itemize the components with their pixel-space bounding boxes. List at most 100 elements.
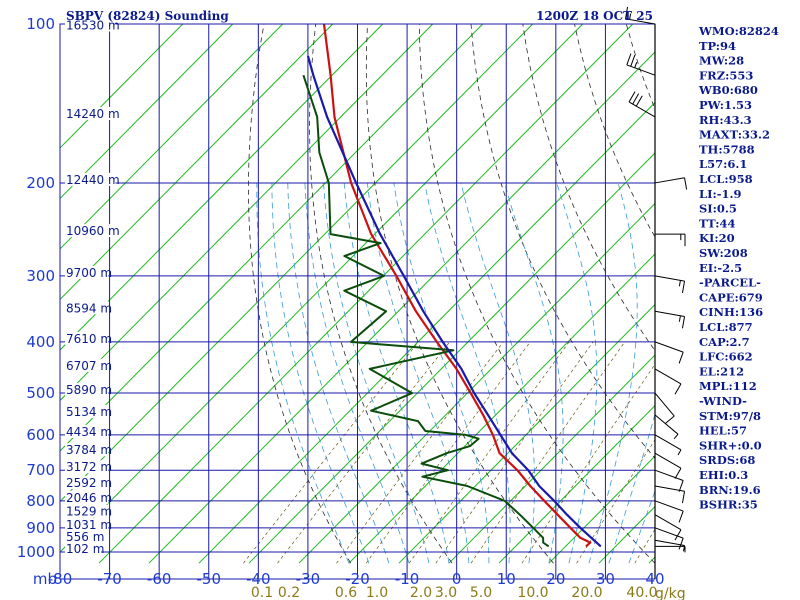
sounding-index: -WIND- xyxy=(699,394,747,408)
height-label-background xyxy=(65,224,116,238)
wind-barb-shaft xyxy=(654,392,675,417)
temperature-tick-label: -60 xyxy=(147,570,172,588)
dewpoint-trace xyxy=(302,74,550,548)
isotherm-line xyxy=(60,24,534,503)
height-label: 556 m xyxy=(66,530,104,544)
height-label: 14240 m xyxy=(66,107,120,121)
sounding-index: TT:44 xyxy=(699,216,736,230)
parcel-trace xyxy=(306,55,602,548)
height-label: 102 m xyxy=(66,542,104,556)
wind-barb-flag xyxy=(632,93,640,105)
wind-barb xyxy=(654,469,684,492)
wind-barb-flag xyxy=(678,315,681,322)
pressure-tick-label: 100 xyxy=(26,15,55,33)
mixing-ratio-line xyxy=(435,341,594,564)
sounding-index: RH:43.3 xyxy=(699,113,752,127)
height-label: 2592 m xyxy=(66,476,112,490)
pressure-tick-label: 1000 xyxy=(17,543,55,561)
sounding-index: TP:94 xyxy=(699,39,736,53)
height-label-background xyxy=(65,18,116,32)
mixing-ratio-line xyxy=(277,341,450,564)
sounding-indices-panel: WMO:82824TP:94MW:28FRZ:553WB0:680PW:1.53… xyxy=(698,24,779,512)
mixing-ratio-line xyxy=(336,341,504,564)
wind-barb-shaft xyxy=(654,539,685,546)
moist-adiabat-line xyxy=(323,182,430,564)
moist-adiabat-line xyxy=(304,182,410,564)
wind-barb xyxy=(654,500,684,523)
moist-adiabat-line xyxy=(343,182,450,564)
wind-barb xyxy=(654,368,682,395)
wind-barb xyxy=(654,177,688,190)
isotherm-line xyxy=(60,24,334,301)
moist-adiabat-line xyxy=(271,182,370,564)
mixing-ratio-label: 0.1 xyxy=(251,585,273,600)
wind-barb-flag xyxy=(634,61,638,68)
wind-barb-flag xyxy=(678,537,684,550)
moist-adiabat-line xyxy=(588,182,638,564)
moist-adiabat-line xyxy=(287,182,390,564)
mixing-ratio-label: 10.0 xyxy=(517,585,548,600)
height-label: 3172 m xyxy=(66,460,112,474)
pressure-tick-label: 800 xyxy=(26,492,55,510)
moist-adiabat-line xyxy=(256,182,350,564)
height-label: 6707 m xyxy=(66,359,112,373)
isotherm-line xyxy=(298,202,655,564)
pressure-tick-label: 900 xyxy=(26,519,55,537)
wind-barb xyxy=(654,434,682,456)
temperature-tick-label: -80 xyxy=(48,570,73,588)
wind-barb xyxy=(628,91,656,118)
sounding-index: WB0:680 xyxy=(698,83,758,97)
sounding-index: HEL:57 xyxy=(699,424,747,438)
height-label-background xyxy=(65,443,109,457)
wind-barb-flag xyxy=(629,13,632,20)
sounding-traces xyxy=(302,24,602,548)
pressure-tick-label: 700 xyxy=(26,461,55,479)
height-label: 4434 m xyxy=(66,425,112,439)
station-title: SBPV (82824) Sounding xyxy=(66,9,229,23)
height-label: 2046 m xyxy=(66,491,112,505)
sounding-index: BRN:19.6 xyxy=(699,483,761,497)
wind-barb xyxy=(654,414,679,440)
wind-barb-shaft xyxy=(626,64,656,76)
wind-barb-flag xyxy=(677,449,682,456)
height-label-background xyxy=(65,301,109,315)
height-label: 1031 m xyxy=(66,518,112,532)
pressure-unit-label: mb xyxy=(33,570,57,588)
wind-barbs xyxy=(624,6,688,553)
wind-barb-flag xyxy=(626,53,632,66)
wind-barb xyxy=(654,452,682,479)
height-label-background xyxy=(65,460,109,474)
temperature-trace xyxy=(322,24,592,548)
isotherm-line xyxy=(398,303,655,564)
height-label: 16530 m xyxy=(66,19,120,33)
isotherm-line xyxy=(98,24,634,564)
height-label-background xyxy=(65,476,109,490)
sounding-index: KI:20 xyxy=(699,231,735,245)
isotherm-line xyxy=(60,24,284,250)
wind-barb-flag xyxy=(674,467,682,479)
isotherm-line xyxy=(448,354,655,564)
height-label: 5134 m xyxy=(66,405,112,419)
wind-barb-flag xyxy=(681,281,686,294)
moist-adiabat-line xyxy=(460,182,536,564)
wind-barb-flag xyxy=(624,6,629,19)
background-grid xyxy=(60,24,655,579)
wind-barb-flag xyxy=(673,433,679,440)
mixing-ratio-unit-label: g/kg xyxy=(655,586,686,600)
wind-barb-flag xyxy=(628,91,636,103)
wind-barb xyxy=(655,233,686,247)
pressure-tick-label: 200 xyxy=(26,174,55,192)
temperature-tick-label: 40 xyxy=(645,570,664,588)
wind-barb-flag xyxy=(683,545,686,552)
mixing-ratio-label: 2.0 xyxy=(410,585,432,600)
sounding-index: CINH:136 xyxy=(699,305,763,319)
height-label: 1529 m xyxy=(66,505,112,519)
sounding-index: LCL:958 xyxy=(699,172,753,186)
wind-barb-flag xyxy=(684,177,688,190)
wind-barb-flag xyxy=(678,351,684,364)
height-label-background xyxy=(65,504,109,518)
sounding-index: WMO:82824 xyxy=(698,24,779,38)
sounding-index: MPL:112 xyxy=(699,379,757,393)
